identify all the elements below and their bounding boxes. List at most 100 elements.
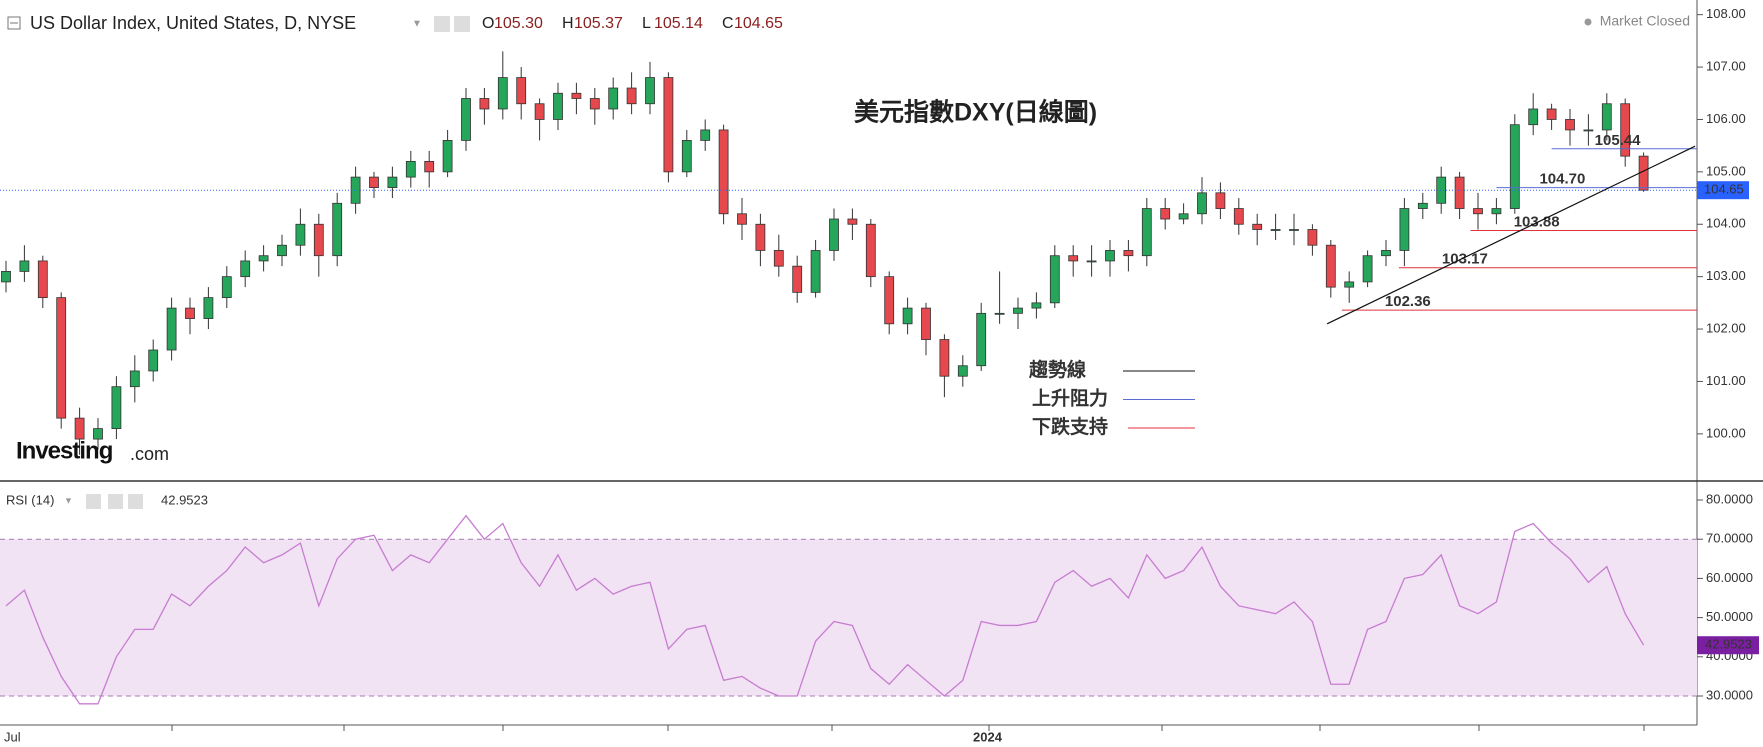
candle-body	[19, 260, 30, 272]
candle-body	[56, 297, 67, 419]
ohlc-value: 105.14	[654, 15, 703, 32]
candle-body	[700, 129, 711, 141]
candle-body	[1123, 250, 1134, 257]
candle-body	[424, 160, 435, 173]
legend-label: 趨勢線	[1028, 358, 1086, 381]
candle-body	[332, 202, 343, 257]
ohlc-key: C	[722, 15, 734, 32]
candle-body	[1197, 192, 1207, 215]
y-tick-label: 102.00	[1706, 320, 1746, 335]
candle-body	[1013, 307, 1023, 314]
candle-body	[1068, 255, 1079, 262]
candle-body	[957, 365, 968, 377]
dropdown: ▼	[412, 19, 422, 30]
candle-body	[681, 140, 692, 173]
candle-body	[240, 260, 251, 278]
candle-body	[1233, 208, 1244, 225]
candle-body	[976, 312, 987, 367]
ohlc-key: L	[642, 15, 651, 32]
y-tick-label: 100.00	[1706, 425, 1746, 440]
settings-icon[interactable]	[434, 16, 450, 32]
candle-body	[387, 176, 398, 188]
y-tick-label: 108.00	[1706, 6, 1746, 21]
candle-body	[1049, 255, 1060, 304]
candle-body	[295, 223, 306, 246]
chart-title: US Dollar Index, United States, D, NYSE	[30, 13, 356, 33]
level-label: 103.88	[1514, 214, 1560, 231]
y-tick-label: 105.00	[1706, 163, 1746, 178]
candle-body	[534, 103, 545, 120]
candle-body	[350, 176, 361, 204]
dropdown: ▼	[64, 495, 73, 505]
candle-body	[1381, 250, 1391, 257]
candle-body	[74, 417, 85, 440]
candle-body	[442, 140, 453, 173]
legend-label: 下跌支持	[1032, 415, 1108, 438]
level-label: 104.70	[1539, 171, 1585, 188]
candle-body	[939, 339, 950, 377]
candle-body	[277, 244, 287, 257]
settings-icon[interactable]	[86, 494, 101, 509]
candle-body	[773, 250, 784, 267]
candle-body	[1491, 208, 1502, 215]
y-tick-label: 107.00	[1706, 59, 1746, 74]
candle-body	[369, 176, 379, 188]
last-price-box	[1697, 181, 1749, 200]
candle-body	[626, 87, 637, 105]
candle-body	[718, 129, 729, 215]
candle-body	[148, 349, 159, 372]
settings-icon[interactable]	[108, 494, 123, 509]
candle-body	[111, 386, 122, 430]
rsi-header-value: 42.9523	[161, 492, 208, 507]
candle-body	[1417, 202, 1428, 209]
candle-body	[1178, 213, 1189, 220]
candle-body	[221, 276, 232, 299]
rsi-last-label: 42.9523	[1705, 637, 1752, 652]
level-label: 102.36	[1385, 293, 1431, 310]
candle-body	[1307, 229, 1318, 246]
candle-body	[1509, 124, 1520, 209]
candle-body	[1031, 302, 1042, 309]
candle-body	[313, 223, 324, 257]
status: Market Closed	[1600, 13, 1690, 29]
candle-body	[810, 250, 821, 293]
trendline	[1326, 145, 1696, 325]
candle-body	[1105, 250, 1115, 262]
y-tick-label: 104.00	[1706, 216, 1746, 231]
candle-body	[1362, 255, 1373, 283]
y-tick-label: 106.00	[1706, 111, 1746, 126]
candle-body	[1601, 103, 1612, 131]
x-tick-label: 2024	[973, 729, 1003, 744]
candle-body	[571, 92, 582, 99]
settings-icon[interactable]	[128, 494, 143, 509]
y-tick-label: 103.00	[1706, 268, 1746, 283]
logo: Investing	[16, 437, 113, 464]
ohlc-value: 105.37	[574, 15, 623, 32]
candle-body	[1583, 129, 1594, 132]
candle-body	[405, 160, 416, 178]
candle-body	[461, 98, 471, 141]
settings-icon[interactable]	[454, 16, 470, 32]
candle-body	[1546, 108, 1557, 120]
candle-body	[589, 98, 600, 110]
candle-body	[902, 307, 913, 325]
candle-body	[847, 218, 858, 225]
candle-body	[1473, 208, 1483, 215]
candle-body	[1528, 108, 1539, 126]
candle-body	[479, 98, 490, 110]
candle-body	[1454, 176, 1465, 209]
rsi-band	[0, 539, 1697, 696]
candle-body	[497, 77, 508, 110]
collapse-icon[interactable]	[7, 16, 21, 30]
candle-body	[1160, 208, 1171, 220]
rsi-title: RSI (14)	[6, 492, 54, 507]
candle-body	[203, 297, 214, 319]
candle-body	[1141, 208, 1152, 257]
ohlc-key: H	[562, 15, 574, 32]
candle-body	[1, 271, 11, 283]
candle-body	[1086, 260, 1097, 263]
status-dot	[1584, 18, 1592, 26]
candle-body	[645, 77, 655, 105]
candle-body	[129, 370, 140, 388]
